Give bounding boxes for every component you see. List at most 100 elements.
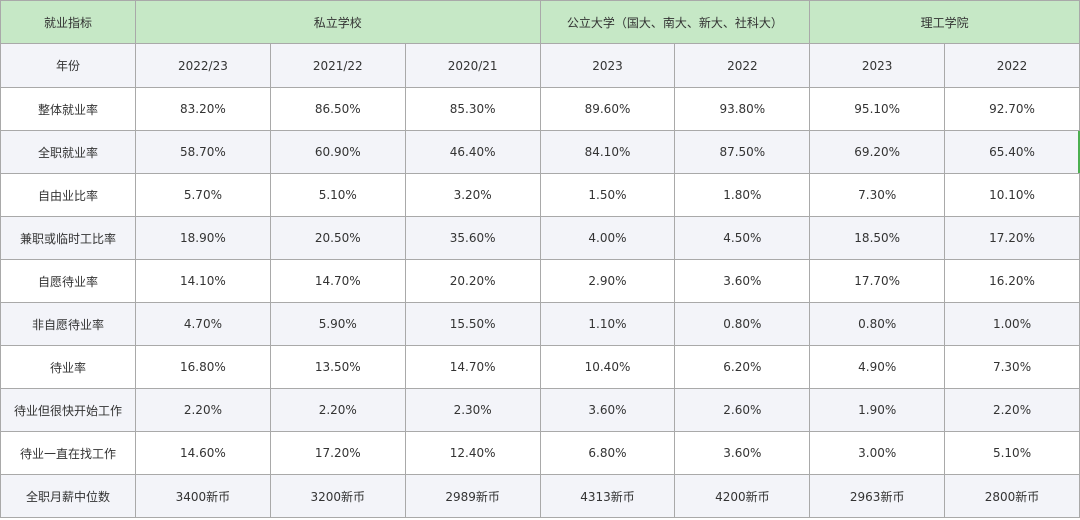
value-cell: 2989新币 xyxy=(404,474,541,518)
value-cell: 17.20% xyxy=(269,431,406,475)
year-row: 年份 2022/23 2021/22 2020/21 2023 2022 202… xyxy=(0,43,1080,88)
value-cell: 20.50% xyxy=(269,216,406,260)
year-cell: 2022 xyxy=(674,43,811,88)
year-cell: 2022 xyxy=(944,43,1080,88)
table-row: 非自愿待业率 4.70% 5.90% 15.50% 1.10% 0.80% 0.80% 1.0… xyxy=(0,302,1080,346)
value-cell: 0.80% xyxy=(674,302,811,346)
row-label-cell: 待业但很快开始工作 xyxy=(0,388,136,432)
value-cell: 65.40% xyxy=(944,130,1080,174)
metric-header-cell: 就业指标 xyxy=(0,0,136,44)
value-cell: 4.50% xyxy=(674,216,811,260)
value-cell: 69.20% xyxy=(809,130,946,174)
row-highlight-marker xyxy=(1078,131,1080,173)
value-cell: 2.20% xyxy=(944,388,1080,432)
value-cell: 84.10% xyxy=(539,130,676,174)
value-cell: 18.90% xyxy=(135,216,271,260)
value-cell: 5.10% xyxy=(269,173,406,217)
value-cell: 35.60% xyxy=(404,216,541,260)
value-cell: 4.90% xyxy=(809,345,946,389)
value-cell: 14.10% xyxy=(135,259,271,303)
value-cell: 60.90% xyxy=(269,130,406,174)
group-header-polytechnic: 理工学院 xyxy=(809,0,1080,44)
value-cell: 2.20% xyxy=(269,388,406,432)
value-cell: 1.90% xyxy=(809,388,946,432)
table-row: 待业一直在找工作 14.60% 17.20% 12.40% 6.80% 3.60% 3.00… xyxy=(0,431,1080,475)
value-cell: 14.70% xyxy=(269,259,406,303)
value-cell: 2.20% xyxy=(135,388,271,432)
value-cell: 6.80% xyxy=(539,431,676,475)
value-cell: 2.60% xyxy=(674,388,811,432)
row-label-cell: 兼职或临时工比率 xyxy=(0,216,136,260)
row-label-cell: 自由业比率 xyxy=(0,173,136,217)
header-group-row: 就业指标 私立学校 公立大学（国大、南大、新大、社科大） 理工学院 xyxy=(0,0,1080,44)
value-cell: 1.00% xyxy=(944,302,1080,346)
table-row: 整体就业率 83.20% 86.50% 85.30% 89.60% 93.80% 95.10… xyxy=(0,87,1080,131)
value-cell: 17.70% xyxy=(809,259,946,303)
value-cell: 95.10% xyxy=(809,87,946,131)
value-cell: 4200新币 xyxy=(674,474,811,518)
value-cell: 5.90% xyxy=(269,302,406,346)
table-row: 待业但很快开始工作 2.20% 2.20% 2.30% 3.60% 2.60% 1.90% 2… xyxy=(0,388,1080,432)
group-header-private: 私立学校 xyxy=(135,0,541,44)
row-label-cell: 全职就业率 xyxy=(0,130,136,174)
value-cell: 7.30% xyxy=(944,345,1080,389)
value-cell: 58.70% xyxy=(135,130,271,174)
value-cell: 7.30% xyxy=(809,173,946,217)
year-cell: 2023 xyxy=(809,43,946,88)
value-cell: 85.30% xyxy=(404,87,541,131)
year-cell: 2020/21 xyxy=(404,43,541,88)
table-row: 待业率 16.80% 13.50% 14.70% 10.40% 6.20% 4.90% 7.3… xyxy=(0,345,1080,389)
value-cell: 3400新币 xyxy=(135,474,271,518)
value-cell: 5.70% xyxy=(135,173,271,217)
table-row: 全职月薪中位数 3400新币 3200新币 2989新币 4313新币 4200新币 296… xyxy=(0,474,1080,518)
value-cell: 15.50% xyxy=(404,302,541,346)
row-label-cell: 整体就业率 xyxy=(0,87,136,131)
value-cell: 1.10% xyxy=(539,302,676,346)
value-cell: 16.80% xyxy=(135,345,271,389)
value-cell: 18.50% xyxy=(809,216,946,260)
value-cell: 13.50% xyxy=(269,345,406,389)
value-cell: 3.20% xyxy=(404,173,541,217)
value-cell: 3.60% xyxy=(539,388,676,432)
value-cell: 92.70% xyxy=(944,87,1080,131)
value-cell: 87.50% xyxy=(674,130,811,174)
value-cell: 2.30% xyxy=(404,388,541,432)
row-label-cell: 待业一直在找工作 xyxy=(0,431,136,475)
value-cell: 6.20% xyxy=(674,345,811,389)
year-cell: 2022/23 xyxy=(135,43,271,88)
value-cell: 93.80% xyxy=(674,87,811,131)
year-cell: 2021/22 xyxy=(269,43,406,88)
value-cell: 5.10% xyxy=(944,431,1080,475)
value-cell: 1.80% xyxy=(674,173,811,217)
value-cell: 2.90% xyxy=(539,259,676,303)
value-cell: 16.20% xyxy=(944,259,1080,303)
row-label-cell: 非自愿待业率 xyxy=(0,302,136,346)
table-row: 全职就业率 58.70% 60.90% 46.40% 84.10% 87.50% 69.20… xyxy=(0,130,1080,174)
value-cell: 14.60% xyxy=(135,431,271,475)
value-cell: 46.40% xyxy=(404,130,541,174)
year-cell: 2023 xyxy=(539,43,676,88)
value-cell: 3.60% xyxy=(674,431,811,475)
value-cell: 17.20% xyxy=(944,216,1080,260)
year-label-cell: 年份 xyxy=(0,43,136,88)
value-cell: 3200新币 xyxy=(269,474,406,518)
value-cell: 86.50% xyxy=(269,87,406,131)
value-cell: 10.40% xyxy=(539,345,676,389)
group-header-public-university: 公立大学（国大、南大、新大、社科大） xyxy=(539,0,811,44)
value-cell: 83.20% xyxy=(135,87,271,131)
value-cell: 4.00% xyxy=(539,216,676,260)
row-label-cell: 全职月薪中位数 xyxy=(0,474,136,518)
value-cell: 2963新币 xyxy=(809,474,946,518)
table-row: 兼职或临时工比率 18.90% 20.50% 35.60% 4.00% 4.50% 18.5… xyxy=(0,216,1080,260)
value-cell: 4.70% xyxy=(135,302,271,346)
value-cell: 10.10% xyxy=(944,173,1080,217)
value-cell: 2800新币 xyxy=(944,474,1080,518)
row-label-cell: 待业率 xyxy=(0,345,136,389)
table-row: 自由业比率 5.70% 5.10% 3.20% 1.50% 1.80% 7.30% 10.10… xyxy=(0,173,1080,217)
table-row: 自愿待业率 14.10% 14.70% 20.20% 2.90% 3.60% 17.70% 1… xyxy=(0,259,1080,303)
value-cell: 12.40% xyxy=(404,431,541,475)
value-cell: 4313新币 xyxy=(539,474,676,518)
value-cell: 1.50% xyxy=(539,173,676,217)
